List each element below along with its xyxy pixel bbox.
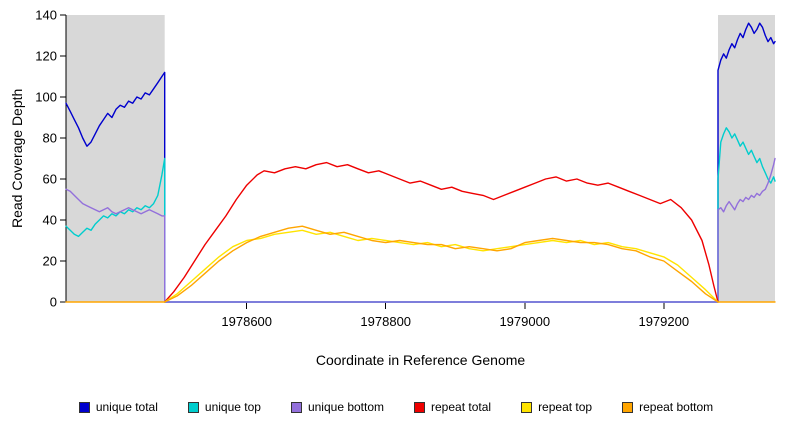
series-unique-top	[65, 127, 776, 303]
x-axis-title: Coordinate in Reference Genome	[315, 352, 526, 368]
legend-swatch-icon	[622, 401, 634, 413]
legend-item-repeat-top: repeat top	[521, 400, 592, 414]
y-tick-label: 40	[43, 213, 57, 228]
legend-item-unique-top: unique top	[187, 400, 261, 414]
series-unique-bottom	[65, 157, 776, 303]
legend-label: unique bottom	[307, 400, 385, 414]
legend-item-repeat-bottom: repeat bottom	[622, 400, 713, 414]
legend-label: repeat total	[431, 400, 492, 414]
legend-swatch-icon	[521, 401, 533, 413]
series-repeat-total	[163, 161, 719, 303]
y-tick-label: 120	[35, 49, 57, 64]
legend-label: repeat top	[538, 400, 593, 414]
shaded-region	[66, 15, 165, 302]
legend-swatch-icon	[414, 401, 426, 413]
legend-swatch-icon	[290, 401, 302, 413]
legend-swatch-icon	[78, 401, 90, 413]
legend-swatch-icon	[187, 401, 199, 413]
legend-label: unique total	[95, 400, 158, 414]
y-tick-label: 0	[50, 295, 57, 310]
y-tick-label: 20	[43, 254, 57, 269]
x-tick-label: 1978600	[221, 314, 272, 329]
series-unique-total	[65, 22, 776, 303]
legend-item-unique-bottom: unique bottom	[290, 400, 385, 414]
coverage-plot: 0 20 40 60 80 100 120 140 1978600 1978800 1979000 1…	[35, 8, 776, 329]
y-tick-label: 140	[35, 8, 57, 23]
legend-item-unique-total: unique total	[78, 400, 158, 414]
y-tick-label: 80	[43, 131, 57, 146]
y-tick-label: 100	[35, 90, 57, 105]
x-tick-label: 1978800	[360, 314, 411, 329]
legend: unique total unique top unique bottom repea…	[0, 400, 792, 414]
legend-item-repeat-total: repeat total	[414, 400, 491, 414]
series-repeat-bottom	[65, 225, 776, 303]
series-repeat-top	[163, 229, 719, 303]
legend-label: unique top	[204, 400, 261, 414]
legend-label: repeat bottom	[639, 400, 714, 414]
x-tick-label: 1979000	[499, 314, 550, 329]
y-axis-title: Read Coverage Depth	[9, 88, 25, 229]
x-tick-label: 1979200	[638, 314, 689, 329]
y-tick-label: 60	[43, 172, 57, 187]
shaded-region	[718, 15, 775, 302]
